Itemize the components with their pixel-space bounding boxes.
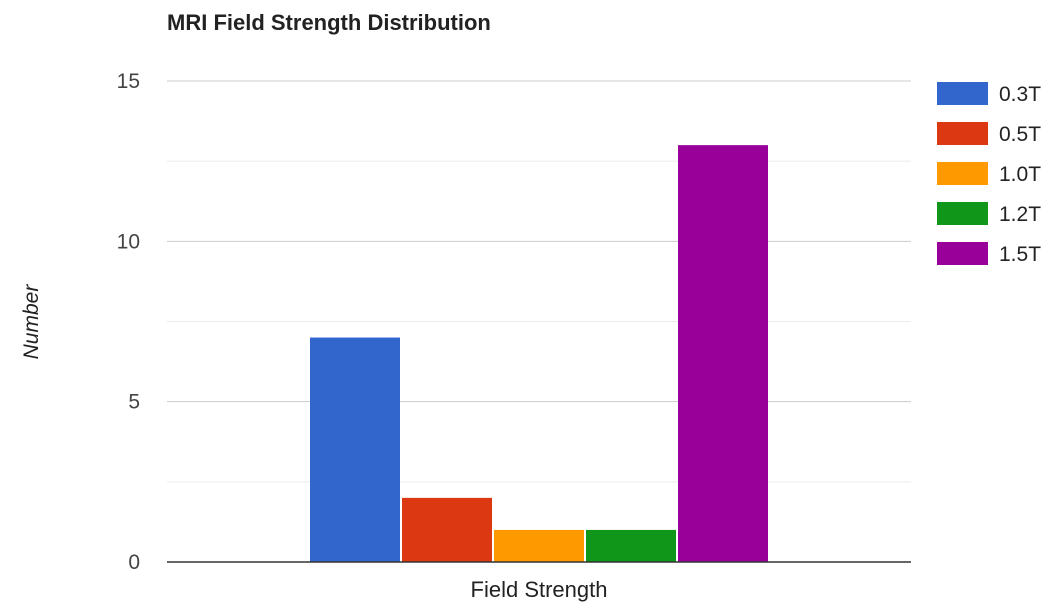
y-tick-label: 5 xyxy=(128,391,140,414)
chart-title: MRI Field Strength Distribution xyxy=(167,10,491,35)
legend-label: 1.2T xyxy=(999,203,1041,226)
bar-0-5t[interactable] xyxy=(402,497,492,562)
gridlines xyxy=(167,80,911,483)
legend-label: 1.5T xyxy=(999,243,1041,266)
legend-swatch xyxy=(937,202,988,225)
y-axis-title: Number xyxy=(20,284,43,360)
bar-0-3t[interactable] xyxy=(310,337,400,562)
legend-swatch xyxy=(937,122,988,145)
bar-1-2t[interactable] xyxy=(586,529,676,562)
legend-label: 1.0T xyxy=(999,163,1041,186)
bar-1-5t[interactable] xyxy=(678,145,768,562)
legend-swatch xyxy=(937,82,988,105)
legend-swatch xyxy=(937,242,988,265)
legend-label: 0.3T xyxy=(999,83,1041,106)
legend-label: 0.5T xyxy=(999,123,1041,146)
y-tick-label: 10 xyxy=(117,230,140,253)
y-tick-label: 15 xyxy=(117,70,140,93)
legend: 0.3T 0.5T 1.0T 1.2T 1.5T xyxy=(937,82,1041,266)
legend-swatch xyxy=(937,162,988,185)
x-axis-title: Field Strength xyxy=(471,577,608,602)
y-axis-ticks: 0 5 10 15 xyxy=(117,70,140,574)
bars xyxy=(310,145,768,562)
bar-1-0t[interactable] xyxy=(494,529,584,562)
y-tick-label: 0 xyxy=(128,551,140,574)
